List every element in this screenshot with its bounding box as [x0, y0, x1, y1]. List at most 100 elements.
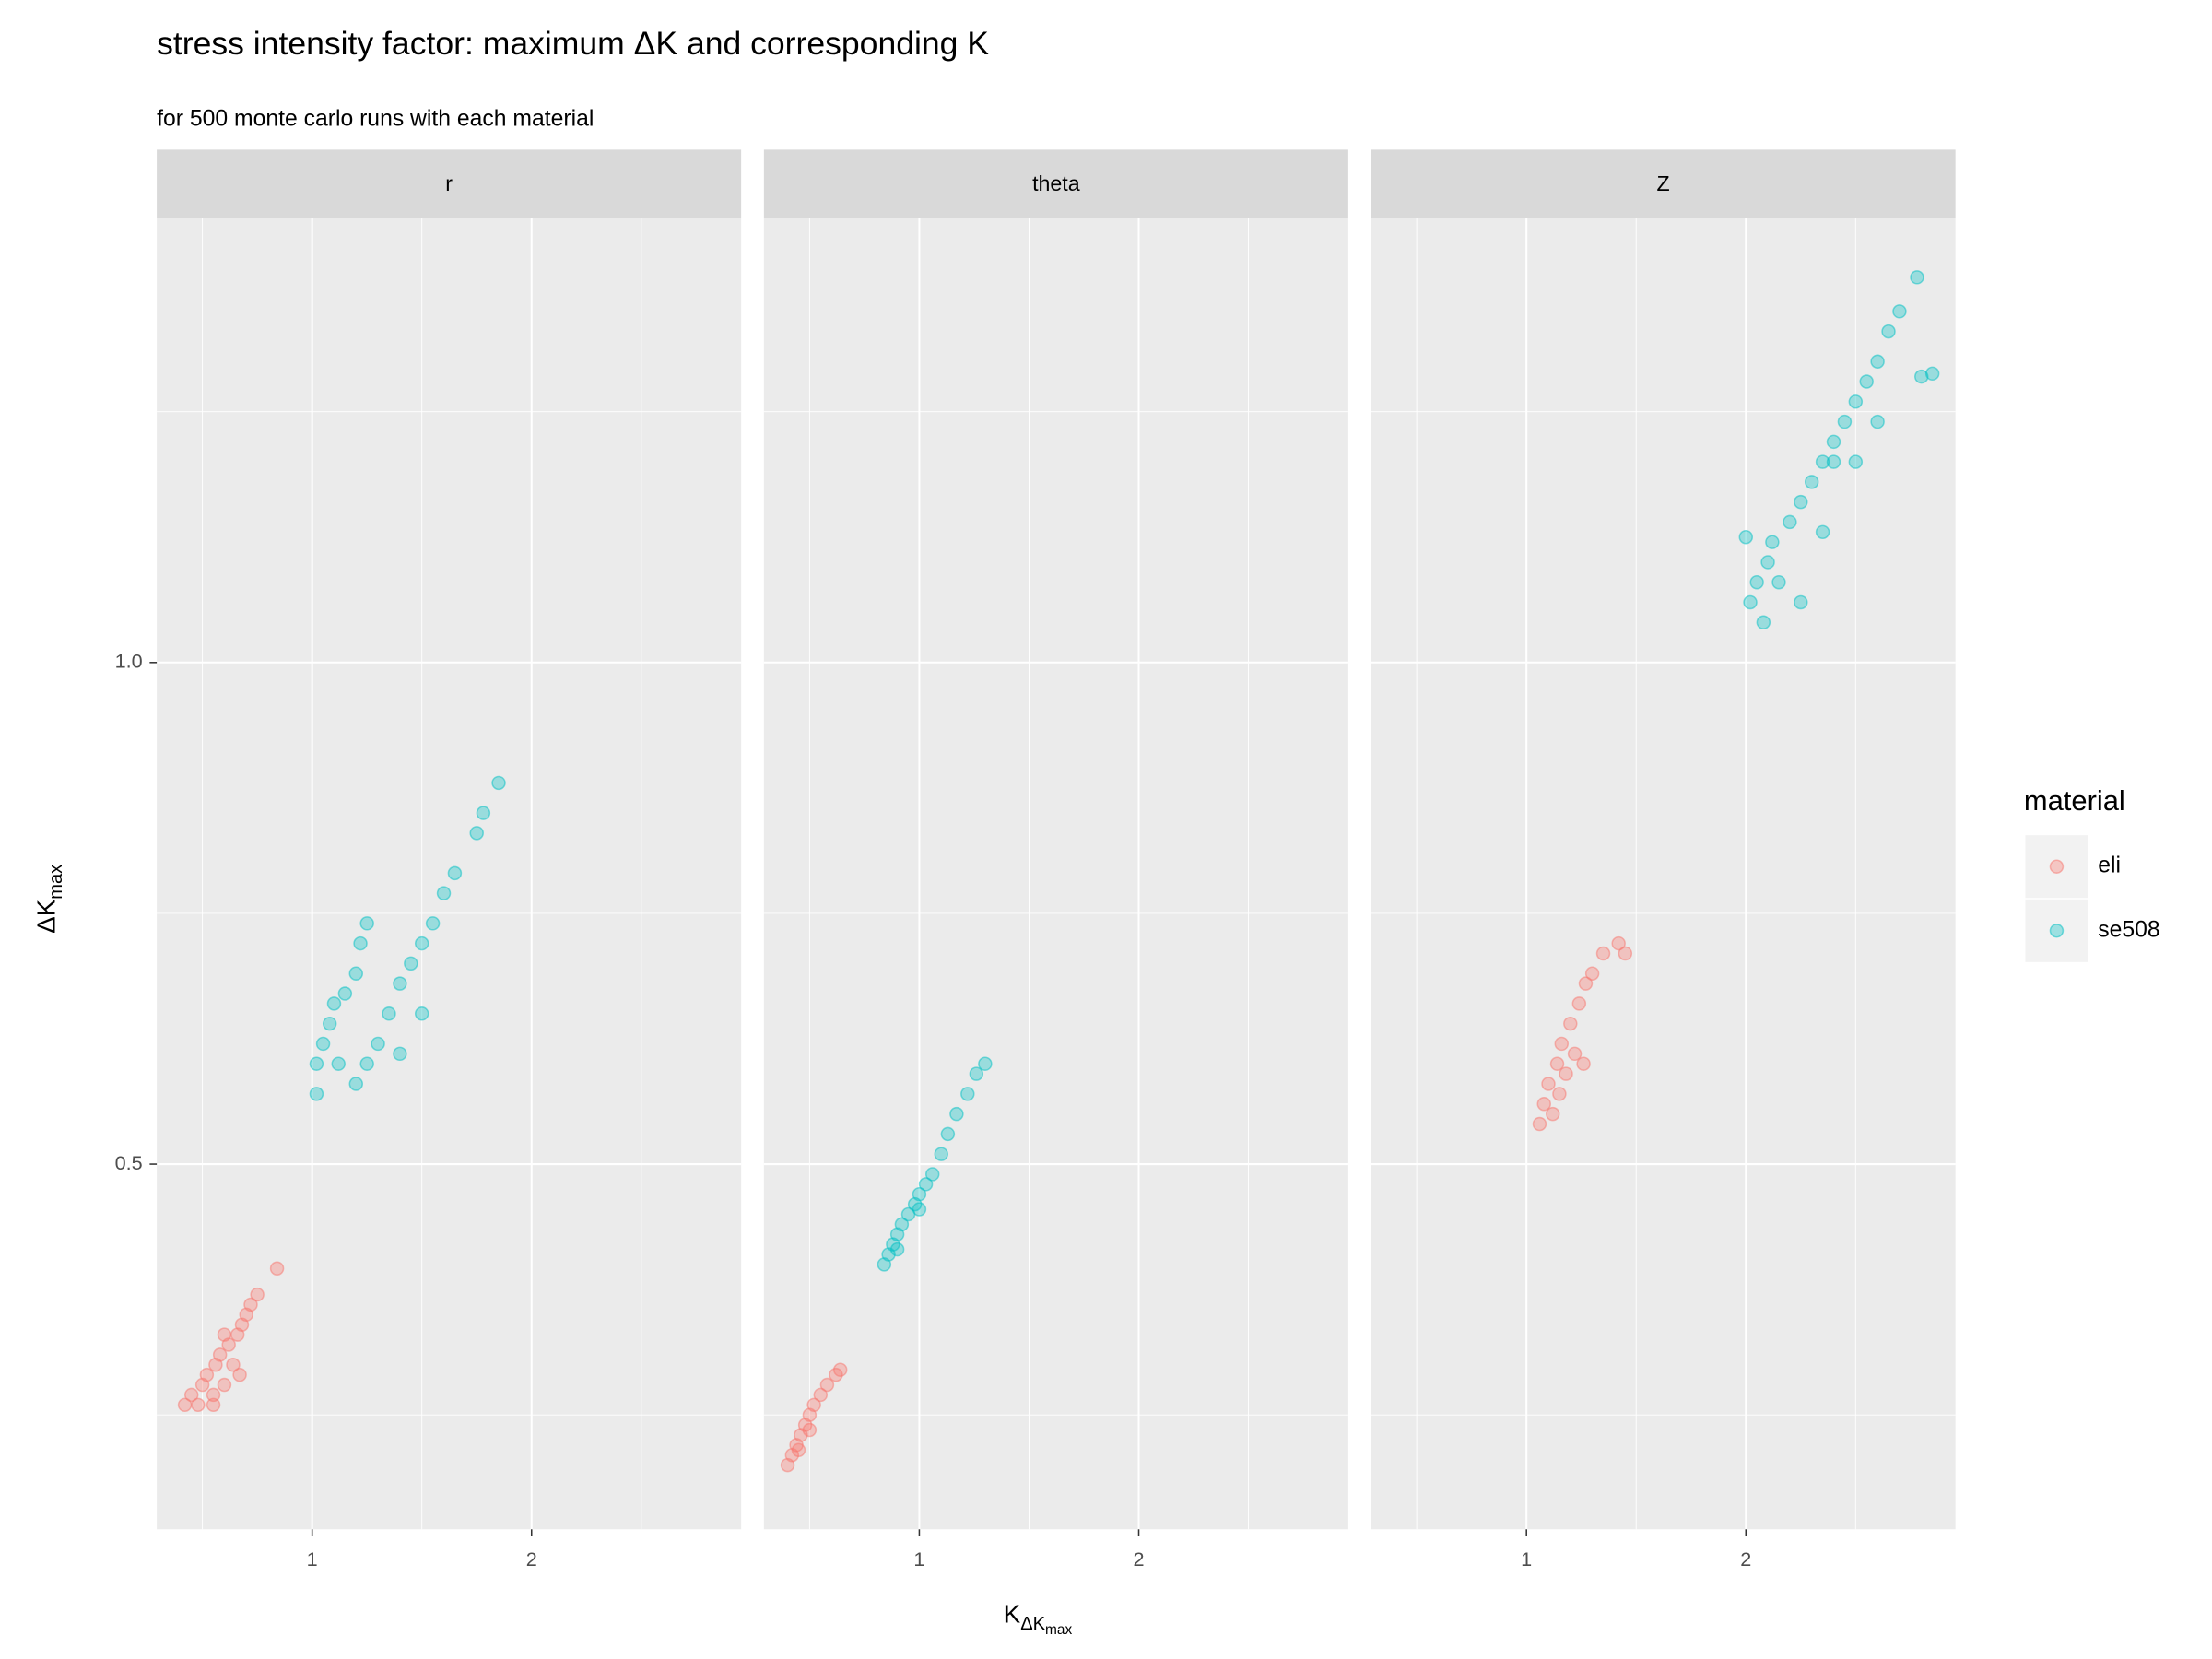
scatter-point	[393, 976, 407, 991]
scatter-point	[1738, 530, 1754, 545]
scatter-point	[1870, 414, 1885, 429]
scatter-point	[912, 1202, 927, 1217]
scatter-point	[404, 956, 418, 971]
scatter-point	[832, 1362, 848, 1377]
scatter-point	[940, 1126, 956, 1142]
x-tick-label: 2	[526, 1547, 537, 1571]
scatter-point	[1826, 434, 1841, 450]
scatter-point	[226, 1358, 241, 1372]
y-tick-label: 0.5	[115, 1151, 143, 1174]
scatter-point	[1848, 454, 1864, 469]
scatter-point	[1771, 574, 1786, 590]
scatter-point	[1815, 524, 1830, 540]
scatter-point	[206, 1387, 221, 1403]
scatter-point	[337, 986, 353, 1001]
panel-background	[763, 218, 1348, 1530]
scatter-point	[393, 1046, 407, 1062]
scatter-point	[1567, 1046, 1583, 1062]
scatter-point	[199, 1367, 215, 1382]
scatter-point	[1804, 475, 1819, 489]
scatter-point	[813, 1387, 829, 1403]
scatter-point	[1618, 946, 1633, 961]
x-tick-label: 2	[1740, 1547, 1751, 1571]
scatter-point	[1815, 454, 1830, 469]
scatter-point	[802, 1422, 818, 1438]
panel-background	[1371, 218, 1956, 1530]
scatter-point	[1760, 555, 1775, 570]
scatter-point	[978, 1056, 993, 1071]
scatter-point	[309, 1087, 324, 1101]
scatter-point	[331, 1056, 346, 1071]
x-label-subsub: max	[1045, 1622, 1072, 1638]
scatter-point	[1756, 615, 1771, 629]
scatter-point	[425, 916, 441, 931]
scatter-point	[243, 1297, 258, 1312]
scatter-point	[447, 865, 463, 881]
facet-strip	[157, 149, 742, 218]
scatter-point	[353, 935, 368, 951]
scatter-point	[1870, 354, 1885, 369]
scatter-point	[1559, 1066, 1573, 1081]
scatter-point	[1595, 946, 1611, 961]
scatter-point	[1532, 1116, 1547, 1132]
scatter-point	[1743, 594, 1758, 610]
scatter-point	[1837, 414, 1853, 429]
scatter-point	[1859, 374, 1874, 389]
x-axis-label: KΔKmax	[1004, 1600, 1073, 1638]
scatter-point	[1554, 1036, 1570, 1052]
scatter-point	[1765, 535, 1780, 549]
scatter-point	[206, 1397, 221, 1413]
scatter-point	[414, 935, 429, 951]
scatter-point	[469, 826, 484, 841]
scatter-point	[1578, 976, 1594, 991]
y-label-sub: max	[46, 865, 66, 900]
y-axis-label: ΔKmax	[32, 865, 66, 934]
scatter-point	[889, 1241, 905, 1257]
scatter-point	[1576, 1056, 1591, 1071]
scatter-point	[1881, 324, 1896, 339]
facet-strip	[1371, 149, 1956, 218]
chart-subtitle: for 500 monte carlo runs with each mater…	[157, 106, 594, 131]
legend-label: se508	[2098, 917, 2159, 942]
scatter-point	[359, 1056, 374, 1071]
scatter-point	[414, 1006, 429, 1021]
x-tick-label: 1	[307, 1547, 318, 1571]
scatter-point	[1611, 935, 1626, 951]
scatter-point	[269, 1261, 285, 1276]
scatter-point	[924, 1167, 940, 1182]
scatter-point	[1848, 394, 1864, 409]
scatter-point	[819, 1377, 835, 1393]
chart-title: stress intensity factor: maximum ΔK and …	[157, 25, 989, 62]
scatter-point	[491, 775, 506, 791]
scatter-point	[1749, 574, 1764, 590]
scatter-point	[894, 1217, 910, 1232]
scatter-point	[912, 1186, 927, 1202]
scatter-point	[322, 1016, 337, 1031]
scatter-point	[191, 1397, 206, 1413]
facet-label: Z	[1657, 171, 1670, 195]
scatter-point	[217, 1377, 232, 1393]
legend-symbol	[2049, 924, 2065, 938]
scatter-point	[1541, 1077, 1556, 1091]
scatter-point	[1783, 514, 1797, 530]
scatter-point	[183, 1387, 199, 1403]
scatter-point	[1552, 1087, 1567, 1101]
scatter-point	[969, 1066, 984, 1081]
legend-label: eli	[2098, 853, 2121, 878]
scatter-point	[806, 1397, 821, 1413]
scatter-point	[1892, 304, 1907, 319]
x-tick-label: 1	[1521, 1547, 1532, 1571]
scatter-point	[1546, 1106, 1560, 1122]
scatter-point	[371, 1036, 385, 1052]
scatter-point	[1563, 1016, 1578, 1031]
scatter-point	[934, 1147, 948, 1161]
scatter-point	[1794, 594, 1808, 610]
legend-key	[2025, 835, 2088, 899]
facet-label: theta	[1032, 171, 1080, 195]
scatter-point	[309, 1056, 324, 1071]
x-tick-label: 1	[913, 1547, 924, 1571]
scatter-point	[1549, 1056, 1565, 1071]
scatter-point	[949, 1106, 964, 1122]
facet-strip	[763, 149, 1348, 218]
